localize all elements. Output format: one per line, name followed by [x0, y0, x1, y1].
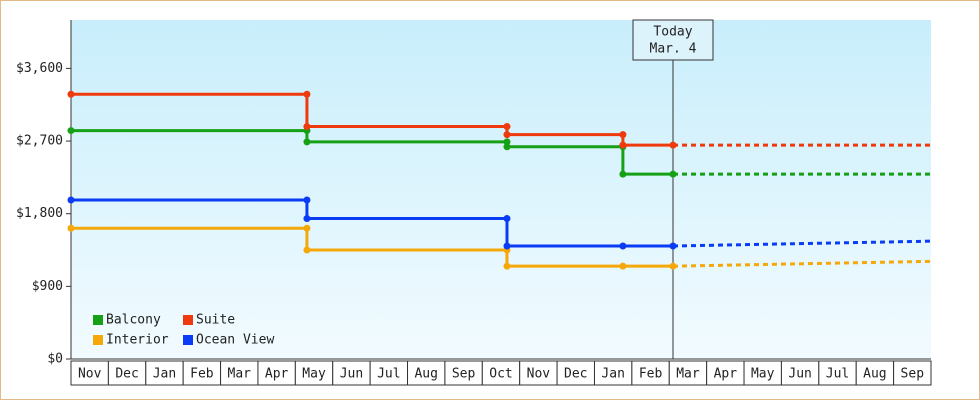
point: [669, 170, 677, 178]
point: [503, 143, 511, 151]
point: [303, 215, 311, 223]
plot-area: [71, 20, 931, 359]
point: [619, 262, 627, 270]
point: [503, 262, 511, 270]
y-tick-label: $3,600: [16, 61, 63, 76]
x-tick-label: Dec: [564, 367, 587, 382]
x-tick-label: Jul: [377, 367, 400, 382]
point: [503, 131, 511, 139]
point: [303, 196, 311, 204]
x-tick-cell: [407, 360, 446, 386]
point: [669, 242, 677, 250]
x-tick-label: Jun: [788, 367, 811, 382]
legend-label: Balcony: [106, 313, 161, 328]
legend-swatch: [93, 315, 103, 325]
x-tick-cell: [70, 360, 109, 386]
x-tick-label: Aug: [414, 367, 437, 382]
x-tick-cell: [855, 360, 895, 386]
x-tick-label: May: [751, 367, 775, 382]
y-tick-label: $0: [47, 352, 63, 367]
x-tick-cell: [631, 360, 670, 386]
projected-line: [672, 259, 932, 268]
x-tick-label: Jun: [340, 367, 363, 382]
x-tick-label: Sep: [901, 367, 925, 382]
legend-swatch: [93, 335, 103, 345]
x-tick-label: Feb: [190, 367, 214, 382]
y-tick-label: $900: [32, 279, 63, 294]
x-tick-label: Sep: [452, 367, 476, 382]
x-tick-label: Aug: [863, 367, 886, 382]
point: [503, 138, 511, 146]
today-label: Mar. 4: [650, 42, 697, 57]
x-tick-cell: [519, 360, 558, 386]
point: [669, 141, 677, 149]
x-tick-label: Feb: [639, 367, 663, 382]
point: [619, 242, 627, 250]
legend-label: Ocean View: [196, 333, 274, 348]
x-tick-label: Apr: [265, 367, 289, 382]
point: [619, 170, 627, 178]
point: [67, 224, 75, 232]
point: [303, 224, 311, 232]
point: [67, 127, 75, 135]
x-tick-label: May: [302, 367, 326, 382]
legend-label: Interior: [106, 333, 169, 348]
x-tick-label: Nov: [527, 367, 551, 382]
projected-line: [672, 239, 932, 248]
x-tick-label: Jul: [826, 367, 849, 382]
x-tick-label: Oct: [489, 367, 512, 382]
point: [619, 131, 627, 139]
y-tick-label: $1,800: [16, 206, 63, 221]
x-tick-cell: [220, 360, 259, 386]
point: [303, 90, 311, 98]
x-tick-label: Mar: [228, 367, 252, 382]
point: [303, 123, 311, 131]
point: [67, 196, 75, 204]
today-box: [632, 19, 714, 61]
legend-swatch: [183, 315, 193, 325]
x-tick-label: Apr: [714, 367, 738, 382]
point: [503, 242, 511, 250]
x-tick-label: Mar: [676, 367, 700, 382]
x-tick-label: Dec: [115, 367, 138, 382]
point: [303, 246, 311, 254]
x-tick-cell: [706, 360, 745, 386]
x-tick-label: Jan: [601, 367, 624, 382]
point: [503, 215, 511, 223]
point: [503, 123, 511, 131]
x-tick-label: Nov: [78, 367, 102, 382]
x-tick-label: Jan: [153, 367, 176, 382]
y-tick-label: $2,700: [16, 134, 63, 149]
point: [67, 90, 75, 98]
legend-label: Suite: [196, 313, 235, 328]
point: [303, 138, 311, 146]
point: [619, 141, 627, 149]
legend-swatch: [183, 335, 193, 345]
x-tick-cell: [182, 360, 222, 386]
point: [669, 262, 677, 270]
x-tick-cell: [593, 360, 633, 386]
today-label: Today: [653, 25, 692, 40]
x-tick-cell: [107, 360, 147, 386]
